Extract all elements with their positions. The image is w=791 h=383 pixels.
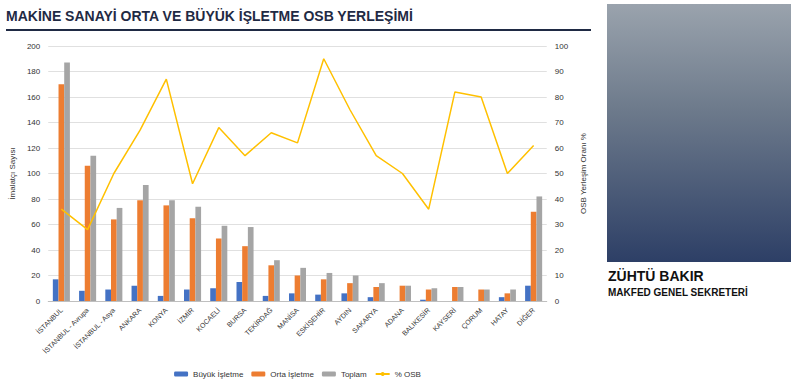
svg-text:20: 20 (555, 246, 564, 255)
svg-text:OSB Yerleşim Oranı %: OSB Yerleşim Oranı % (579, 133, 588, 214)
svg-text:Orta İşletme: Orta İşletme (270, 370, 314, 379)
svg-text:60: 60 (31, 220, 40, 229)
html-text:MAKİNE SANAYİ ORTA VE BÜYÜK İŞ: MAKİNE SANAYİ ORTA VE BÜYÜK İŞLETME OSB … (6, 8, 413, 24)
svg-text:0: 0 (555, 297, 560, 306)
svg-text:KOCAELİ: KOCAELİ (194, 306, 221, 333)
svg-text:İZMİR: İZMİR (176, 306, 195, 325)
html-text:ZÜHTÜ BAKIR: ZÜHTÜ BAKIR (608, 268, 704, 284)
svg-text:100: 100 (27, 169, 41, 178)
svg-text:100: 100 (555, 42, 569, 51)
svg-text:HATAY: HATAY (490, 306, 511, 327)
svg-text:BURSA: BURSA (226, 306, 248, 328)
svg-text:10: 10 (555, 271, 564, 280)
svg-text:60: 60 (555, 144, 564, 153)
svg-text:90: 90 (555, 67, 564, 76)
svg-text:120: 120 (27, 144, 41, 153)
svg-text:İmalatçı Sayısı: İmalatçı Sayısı (8, 147, 17, 199)
svg-text:50: 50 (555, 169, 564, 178)
html-text:MAKFED GENEL SEKRETERİ: MAKFED GENEL SEKRETERİ (608, 287, 748, 298)
svg-text:70: 70 (555, 118, 564, 127)
svg-text:TEKİRDAĞ: TEKİRDAĞ (243, 306, 274, 337)
svg-text:0: 0 (36, 297, 41, 306)
svg-text:MANİSA: MANİSA (275, 306, 300, 331)
svg-text:SAKARYA: SAKARYA (351, 306, 379, 334)
svg-text:180: 180 (27, 67, 41, 76)
svg-text:DİĞER: DİĞER (515, 306, 536, 327)
svg-text:ANKARA: ANKARA (117, 306, 143, 332)
svg-text:İSTANBUL - Asya: İSTANBUL - Asya (72, 306, 117, 351)
svg-text:40: 40 (555, 195, 564, 204)
svg-text:200: 200 (27, 42, 41, 51)
svg-text:AYDIN: AYDIN (333, 307, 353, 327)
svg-text:ADANA: ADANA (383, 306, 405, 328)
svg-text:İSTANBUL - Avrupa: İSTANBUL - Avrupa (41, 306, 91, 356)
svg-text:20: 20 (31, 271, 40, 280)
svg-text:BALIKESİR: BALIKESİR (400, 306, 431, 337)
svg-text:ÇORUM: ÇORUM (460, 306, 484, 330)
svg-text:80: 80 (31, 195, 40, 204)
svg-text:Büyük İşletme: Büyük İşletme (193, 370, 244, 379)
svg-text:80: 80 (555, 93, 564, 102)
svg-text:Toplam: Toplam (341, 370, 367, 379)
svg-text:30: 30 (555, 220, 564, 229)
svg-text:KAYSERİ: KAYSERİ (431, 306, 458, 333)
svg-text:160: 160 (27, 93, 41, 102)
svg-text:140: 140 (27, 118, 41, 127)
svg-text:40: 40 (31, 246, 40, 255)
svg-text:ESKİŞEHİR: ESKİŞEHİR (294, 306, 327, 339)
svg-text:KONYA: KONYA (147, 306, 169, 328)
svg-text:% OSB: % OSB (395, 370, 421, 379)
